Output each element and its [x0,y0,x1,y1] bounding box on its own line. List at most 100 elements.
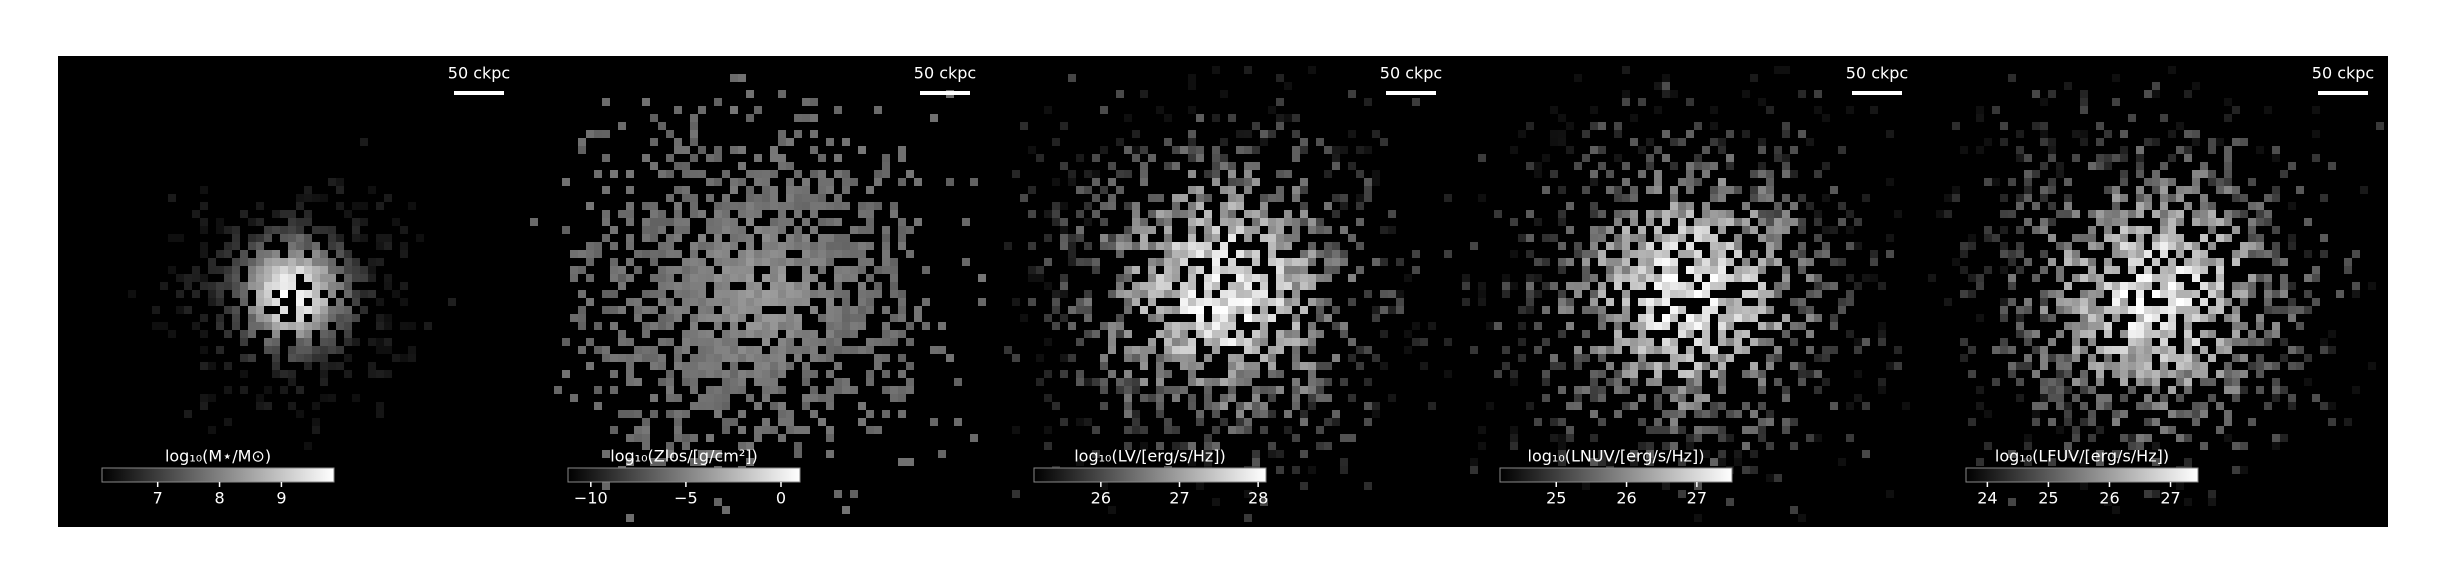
pixel [786,338,794,346]
pixel [698,170,706,178]
pixel [1582,154,1590,162]
pixel [1622,66,1630,74]
pixel [2112,346,2120,354]
pixel [858,266,866,274]
pixel [2008,74,2016,82]
pixel [1276,98,1284,106]
pixel [730,298,738,306]
pixel [1316,330,1324,338]
pixel [906,362,914,370]
pixel [1798,298,1806,306]
pixel [714,226,722,234]
pixel [1180,338,1188,346]
pixel [746,250,754,258]
pixel [2304,354,2312,362]
pixel [1236,370,1244,378]
pixel [1028,298,1036,306]
pixel [1380,362,1388,370]
pixel [1396,290,1404,298]
pixel [754,434,762,442]
pixel [690,250,698,258]
pixel [1678,354,1686,362]
pixel [1284,282,1292,290]
pixel [1558,218,1566,226]
pixel [1574,290,1582,298]
pixel [1308,370,1316,378]
pixel [1108,242,1116,250]
pixel [2264,106,2272,114]
pixel [714,234,722,242]
pixel [1654,186,1662,194]
pixel [1750,314,1758,322]
pixel [1526,282,1534,290]
pixel [810,370,818,378]
pixel [2072,322,2080,330]
pixel [1846,402,1854,410]
pixel [722,298,730,306]
pixel [890,266,898,274]
pixel [2288,298,2296,306]
pixel [1968,346,1976,354]
pixel [2096,306,2104,314]
pixel [200,202,208,210]
pixel [1180,322,1188,330]
pixel [666,378,674,386]
pixel [826,242,834,250]
pixel [1638,266,1646,274]
pixel [1124,410,1132,418]
pixel [2240,282,2248,290]
pixel [328,242,336,250]
pixel [650,290,658,298]
pixel [738,250,746,258]
pixel [1798,218,1806,226]
pixel [2080,258,2088,266]
pixel [2296,306,2304,314]
pixel [626,210,634,218]
pixel [2096,346,2104,354]
pixel [1478,282,1486,290]
pixel [1614,274,1622,282]
pixel [2104,234,2112,242]
pixel [1646,274,1654,282]
pixel [2064,386,2072,394]
pixel [1156,306,1164,314]
pixel [2080,346,2088,354]
pixel [2320,234,2328,242]
pixel [264,298,272,306]
pixel [1172,210,1180,218]
pixel [2120,210,2128,218]
pixel [2056,266,2064,274]
pixel [1976,402,1984,410]
pixel [858,250,866,258]
pixel [658,354,666,362]
pixel [2208,330,2216,338]
pixel [1782,122,1790,130]
pixel [2136,146,2144,154]
pixel [778,354,786,362]
pixel [2016,362,2024,370]
pixel [2088,410,2096,418]
pixel [578,290,586,298]
pixel [360,234,368,242]
pixel [842,378,850,386]
pixel [2168,234,2176,242]
pixel [2056,426,2064,434]
pixel [344,330,352,338]
pixel [1340,322,1348,330]
pixel [2088,298,2096,306]
pixel [2096,378,2104,386]
pixel [866,346,874,354]
pixel [2280,274,2288,282]
pixel [642,202,650,210]
pixel [1276,194,1284,202]
pixel [706,306,714,314]
pixel [570,250,578,258]
pixel [1774,66,1782,74]
pixel [2016,378,2024,386]
pixel [1838,146,1846,154]
pixel [1260,194,1268,202]
pixel [866,338,874,346]
pixel [2064,450,2072,458]
pixel [2224,162,2232,170]
